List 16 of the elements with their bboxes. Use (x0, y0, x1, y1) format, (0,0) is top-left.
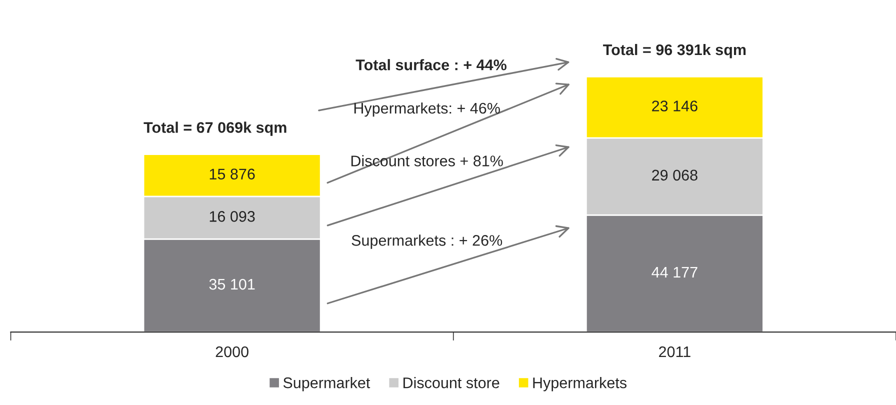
annotation: Supermarkets : + 26% (352, 234, 502, 249)
data-label: 29 068 (652, 170, 698, 181)
legend-label: Supermarket (283, 377, 370, 392)
total-label: Total = 96 391k sqm (603, 44, 746, 58)
text: Total surface : + 44% (356, 59, 506, 70)
data-label: 35 101 (209, 278, 255, 290)
legend-label: Hypermarkets (533, 377, 626, 392)
legend-label: Discount store (403, 377, 500, 388)
data-label: 44 177 (652, 267, 698, 278)
data-label: 23 146 (652, 100, 698, 112)
x-tick-label: 2000 (216, 346, 248, 358)
data-label: 16 093 (210, 211, 255, 222)
data-label: 15 876 (210, 168, 255, 180)
annotation: Hypermarkets: + 46% (354, 102, 500, 117)
total-label: Total = 67 069k sqm (144, 122, 286, 136)
x-tick-label: 2011 (659, 346, 690, 358)
